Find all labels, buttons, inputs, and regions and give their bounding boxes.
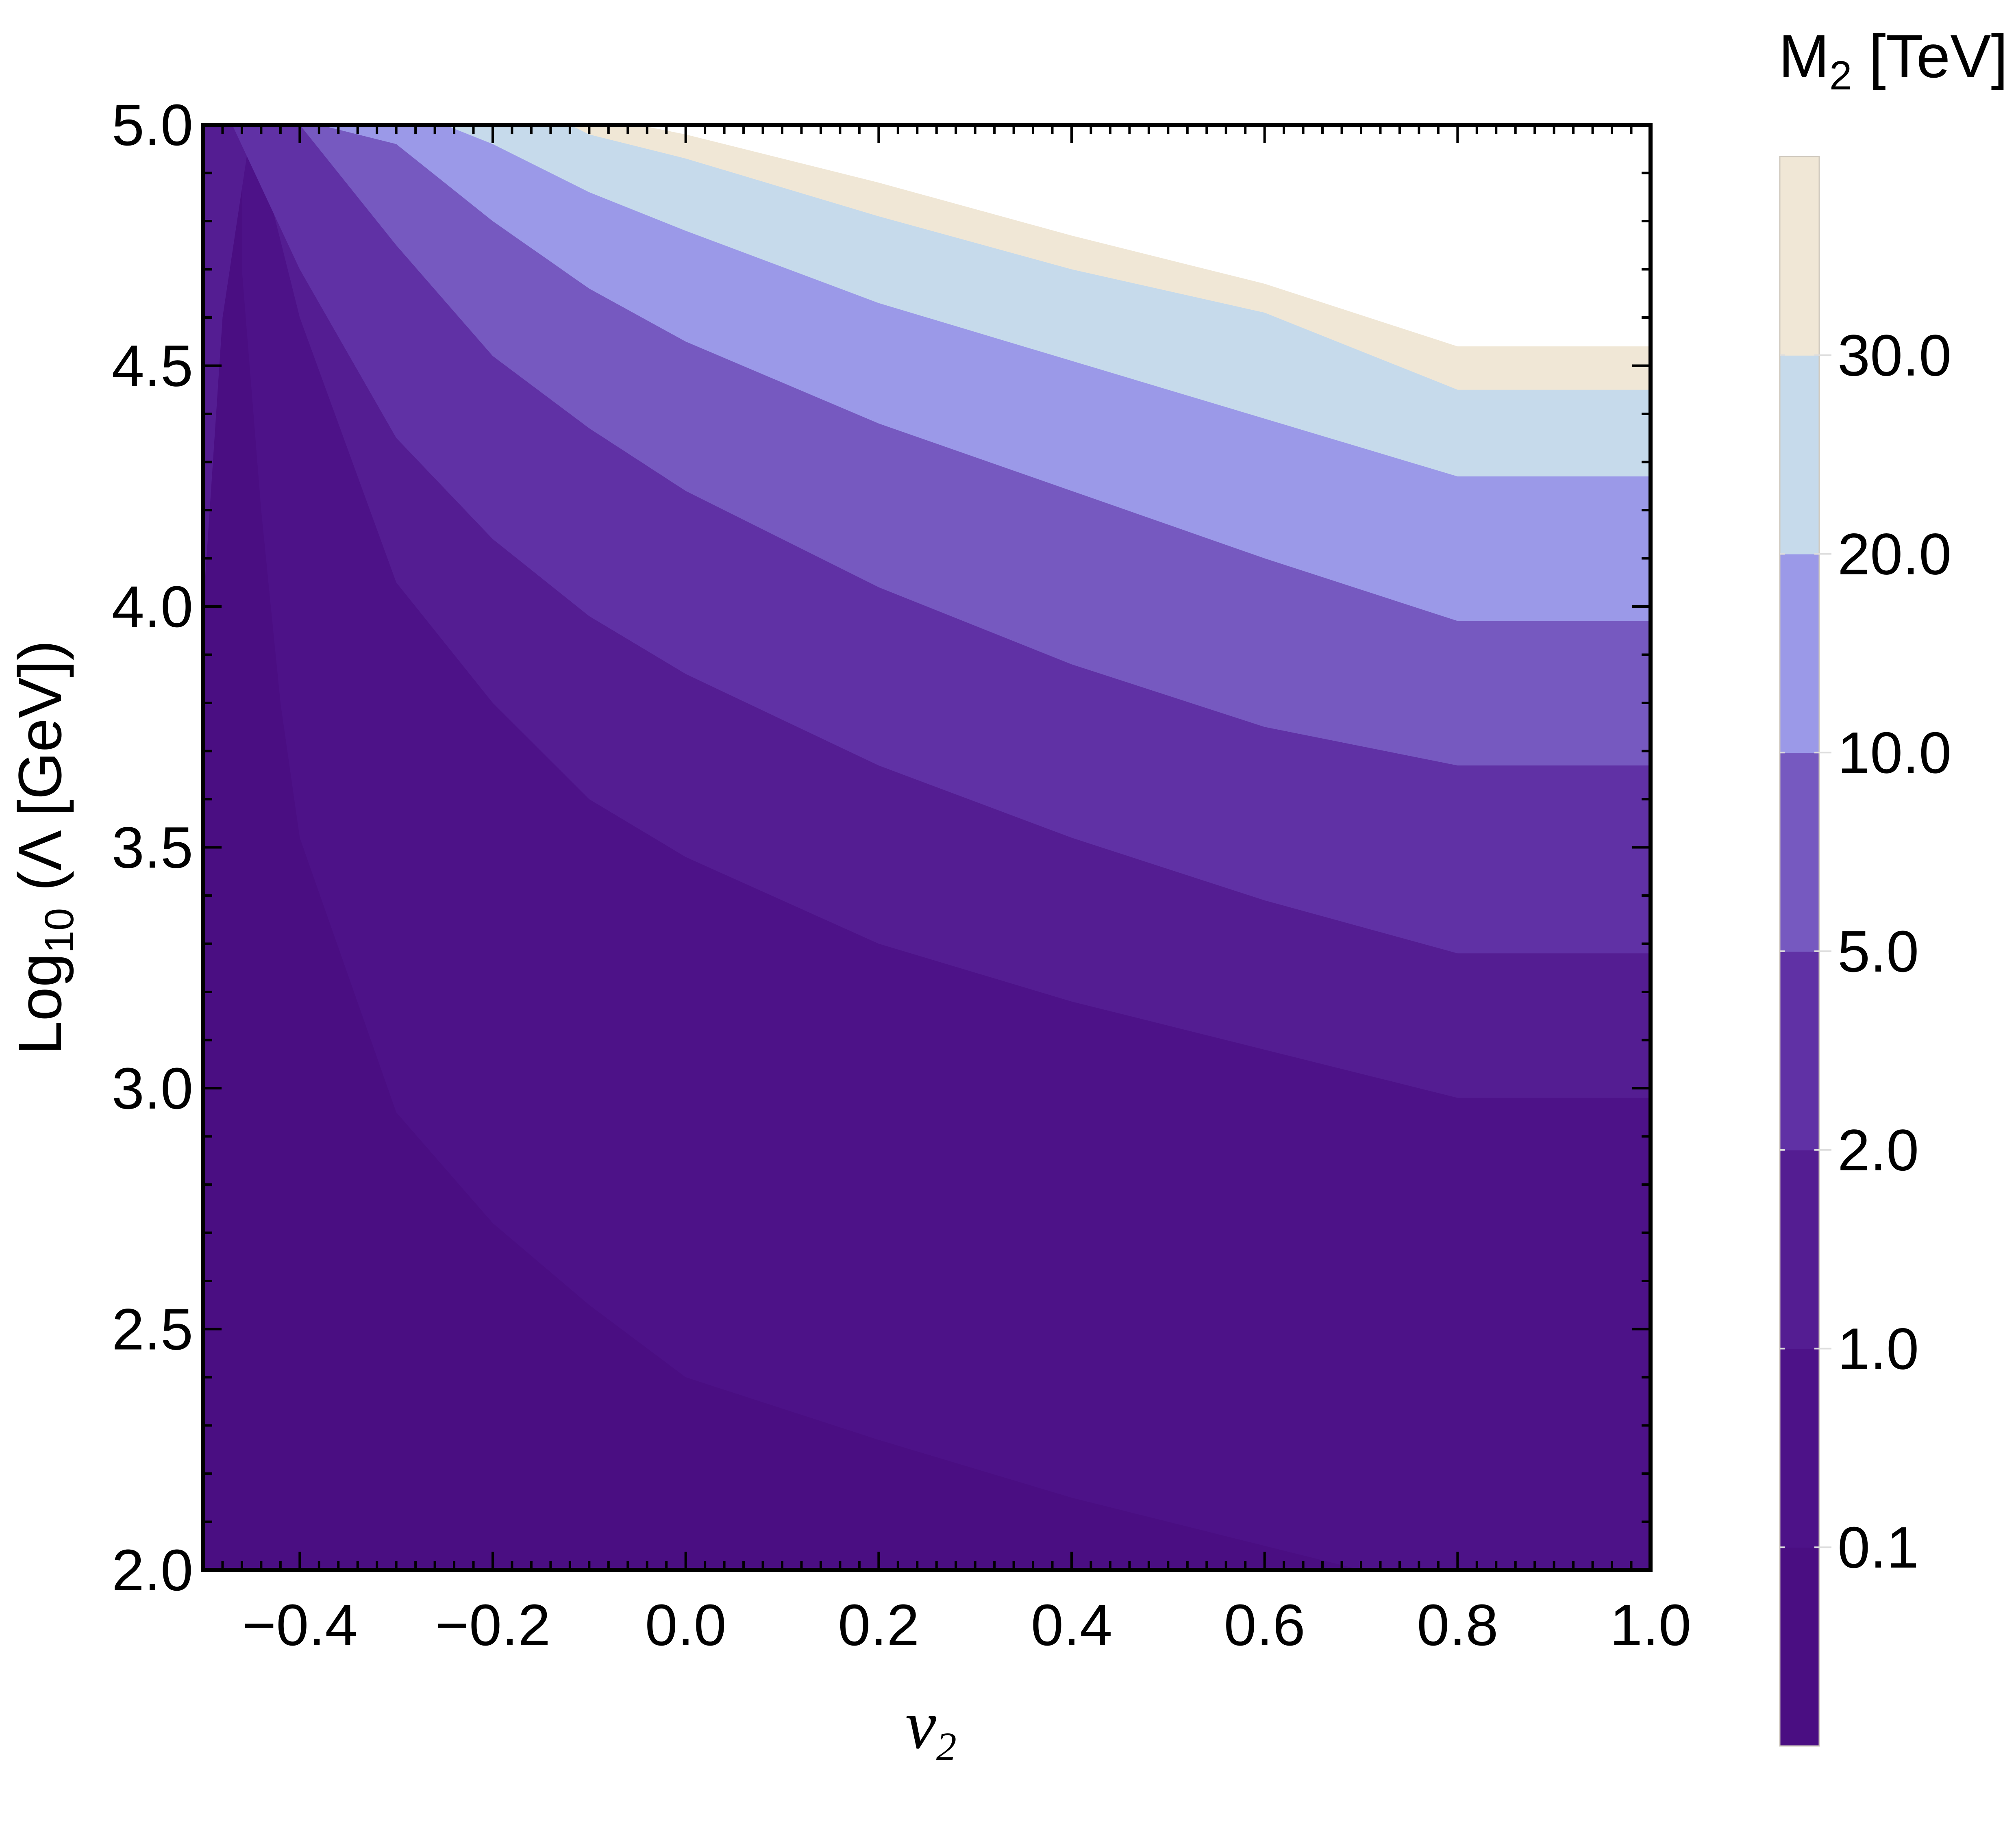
colorbar-band — [1780, 554, 1819, 753]
colorbar-band — [1780, 1348, 1819, 1548]
colorbar-band — [1780, 355, 1819, 554]
x-axis-ticks: −0.4 −0.2 0.0 0.2 0.4 0.6 0.8 1.0 — [202, 125, 1691, 1658]
y-tick-label: 4.0 — [112, 574, 193, 639]
y-axis-title: Log10 (Λ [GeV]) — [6, 640, 82, 1055]
colorbar-band — [1780, 752, 1819, 952]
y-axis-ticks: 2.0 2.5 3.0 3.5 4.0 4.5 5.0 — [112, 92, 1651, 1603]
y-tick-label: 2.5 — [112, 1297, 193, 1362]
colorbar-tick-label: 30.0 — [1838, 323, 1951, 388]
x-tick-label: 0.0 — [645, 1592, 726, 1658]
x-tick-label: 0.8 — [1417, 1592, 1498, 1658]
colorbar-band — [1780, 1547, 1819, 1746]
colorbar-tick-label: 5.0 — [1838, 919, 1919, 984]
colorbar-band — [1780, 951, 1819, 1150]
x-tick-label: −0.4 — [242, 1592, 357, 1658]
y-tick-label: 2.0 — [112, 1537, 193, 1603]
x-axis-title: v2 — [905, 1687, 956, 1769]
plot-area — [203, 125, 1651, 1570]
y-tick-label: 3.0 — [112, 1056, 193, 1121]
colorbar-tick-label: 0.1 — [1838, 1515, 1919, 1580]
x-tick-label: 1.0 — [1610, 1592, 1691, 1658]
colorbar-band — [1780, 157, 1819, 356]
colorbar-title: M2 [TeV] — [1779, 22, 2008, 98]
colorbar-tick-label: 10.0 — [1838, 720, 1951, 785]
x-tick-label: 0.2 — [838, 1592, 919, 1658]
x-tick-label: −0.2 — [435, 1592, 550, 1658]
y-tick-label: 4.5 — [112, 333, 193, 399]
x-tick-label: 0.6 — [1224, 1592, 1305, 1658]
colorbar-tick-label: 2.0 — [1838, 1118, 1919, 1183]
colorbar-band — [1780, 1150, 1819, 1349]
contour-band-above-40 — [637, 125, 1651, 347]
x-tick-label: 0.4 — [1031, 1592, 1112, 1658]
colorbar-tick-label: 20.0 — [1838, 522, 1951, 587]
y-tick-label: 5.0 — [112, 92, 193, 158]
colorbar: 0.1 1.0 2.0 5.0 10.0 20.0 30.0 — [1779, 156, 1951, 1747]
y-tick-label: 3.5 — [112, 815, 193, 881]
colorbar-tick-label: 1.0 — [1838, 1316, 1919, 1382]
